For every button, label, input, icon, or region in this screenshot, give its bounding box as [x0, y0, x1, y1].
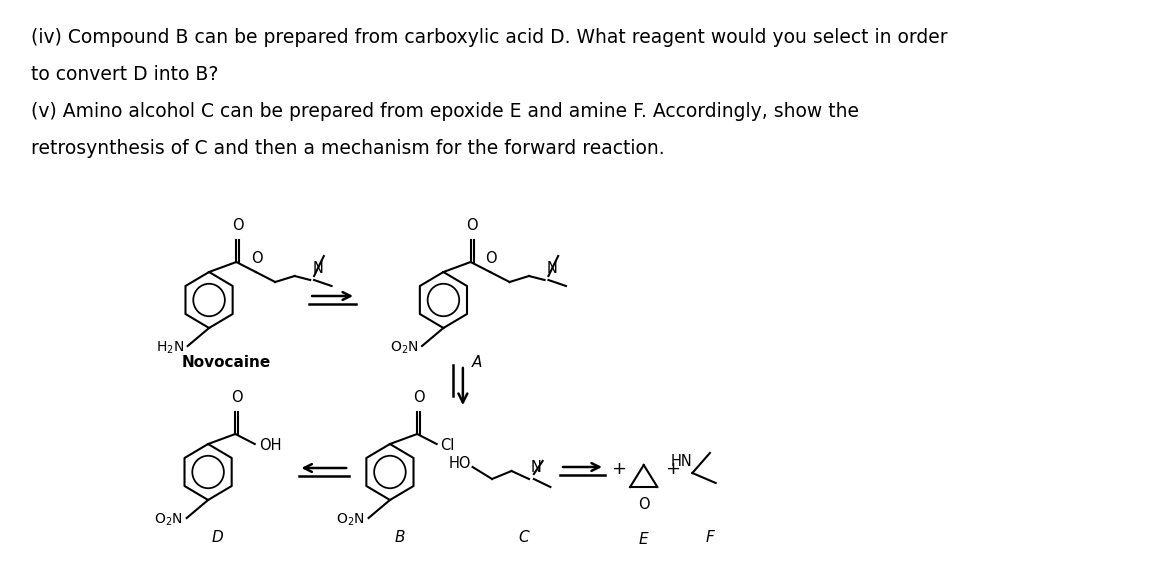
Text: C: C: [518, 530, 529, 545]
Text: (v) Amino alcohol C can be prepared from epoxide E and amine F. Accordingly, sho: (v) Amino alcohol C can be prepared from…: [32, 102, 859, 121]
Text: O$_2$N: O$_2$N: [335, 512, 365, 528]
Text: to convert D into B?: to convert D into B?: [32, 65, 218, 84]
Text: Novocaine: Novocaine: [182, 355, 271, 370]
Text: HN: HN: [671, 454, 692, 469]
Text: O$_2$N: O$_2$N: [389, 340, 418, 356]
Text: N: N: [547, 261, 557, 276]
Text: O: O: [486, 251, 497, 266]
Text: O$_2$N: O$_2$N: [154, 512, 183, 528]
Text: O: O: [467, 218, 477, 233]
Text: O: O: [232, 218, 244, 233]
Text: +: +: [611, 460, 626, 478]
Text: O: O: [251, 251, 263, 266]
Text: O: O: [231, 390, 243, 405]
Text: E: E: [639, 532, 649, 547]
Text: retrosynthesis of C and then a mechanism for the forward reaction.: retrosynthesis of C and then a mechanism…: [32, 139, 665, 158]
Text: O: O: [638, 497, 650, 512]
Text: HO: HO: [448, 456, 470, 471]
Text: A: A: [473, 355, 482, 370]
Text: Cl: Cl: [441, 438, 455, 452]
Text: +: +: [665, 460, 680, 478]
Text: OH: OH: [259, 438, 282, 452]
Text: O: O: [413, 390, 425, 405]
Text: D: D: [212, 530, 224, 545]
Text: N: N: [531, 460, 542, 475]
Text: B: B: [394, 530, 405, 545]
Text: F: F: [705, 530, 714, 545]
Text: (iv) Compound B can be prepared from carboxylic acid D. What reagent would you s: (iv) Compound B can be prepared from car…: [32, 28, 948, 47]
Text: N: N: [312, 261, 323, 276]
Text: H$_2$N: H$_2$N: [156, 340, 184, 356]
